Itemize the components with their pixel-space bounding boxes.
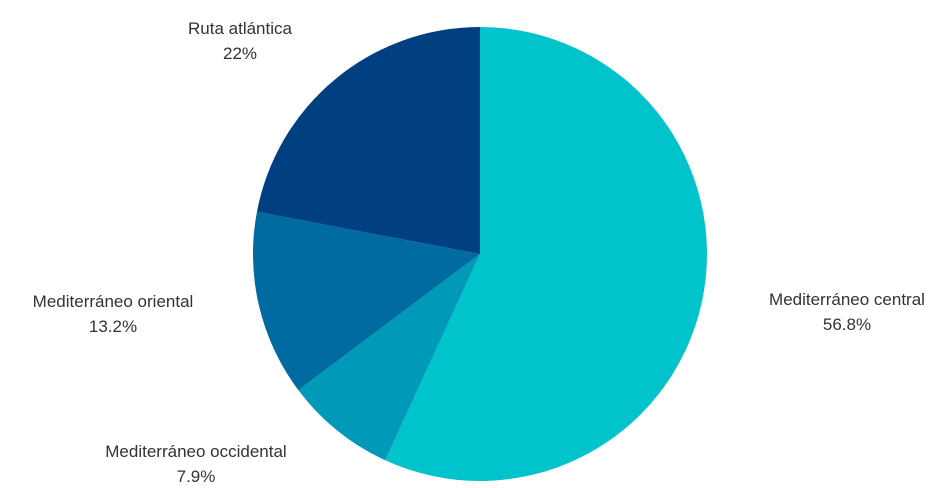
pie-labels: Mediterráneo central 56.8% Mediterráneo oc… (33, 19, 925, 486)
pie-slice-ruta-atlantica (256, 27, 480, 254)
slice-value-label: 22% (223, 44, 257, 63)
slice-name-label: Ruta atlántica (188, 19, 292, 38)
slice-name-label: Mediterráneo central (769, 290, 925, 309)
pie-slices (252, 27, 707, 481)
slice-name-label: Mediterráneo occidental (105, 442, 286, 461)
pie-slice-mediterraneo-oriental (252, 211, 480, 391)
slice-name-label: Mediterráneo oriental (33, 292, 194, 311)
slice-value-label: 7.9% (177, 467, 216, 486)
pie-slice-mediterraneo-occidental (298, 254, 480, 461)
slice-value-label: 56.8% (823, 315, 871, 334)
slice-value-label: 13.2% (89, 317, 137, 336)
pie-slice-mediterraneo-central (385, 27, 707, 481)
